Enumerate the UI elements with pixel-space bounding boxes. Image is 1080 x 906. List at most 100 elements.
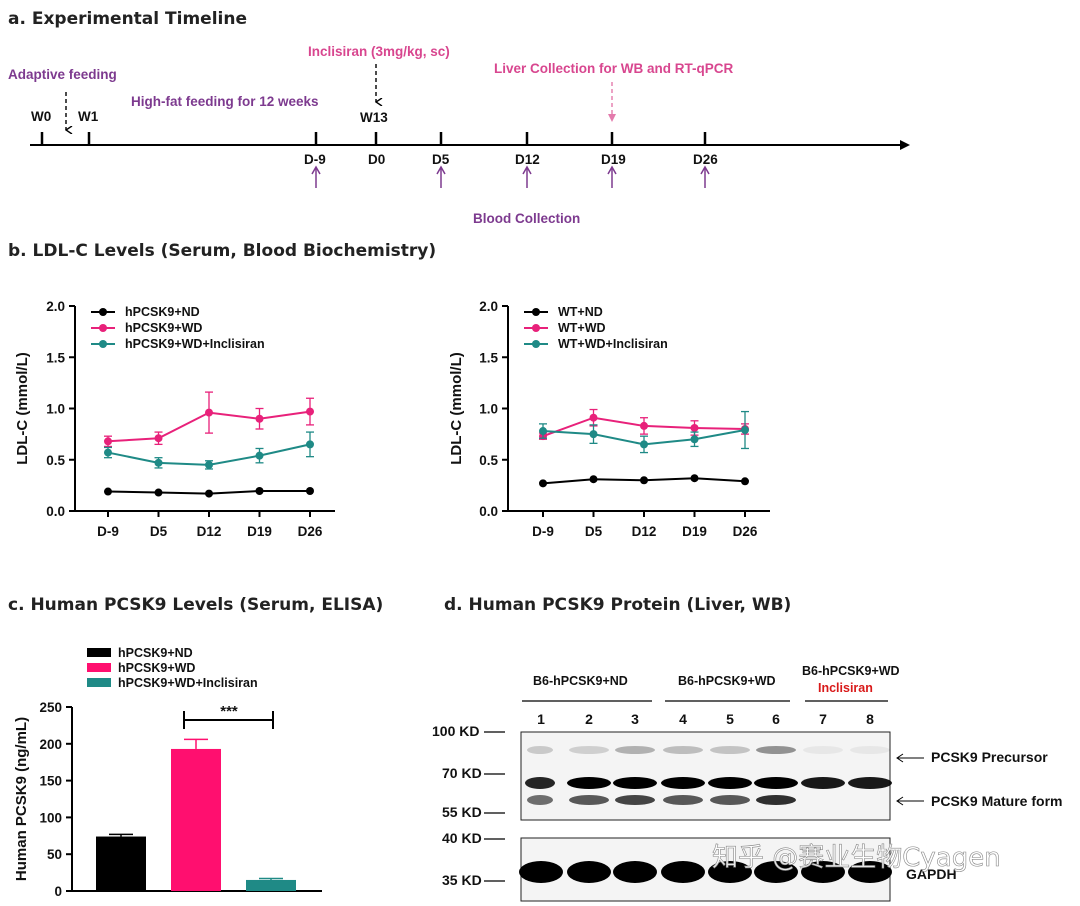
wb-label-precursor: PCSK9 Precursor (931, 749, 1048, 765)
wb-band-mature (756, 795, 796, 805)
ldl-hpcsk9-point (306, 440, 314, 449)
wb-band-gapdh (661, 861, 705, 883)
ldl-hpcsk9-series-1 (104, 391, 314, 448)
wb-marker-55kd: 55 KD (442, 804, 482, 820)
ldl-hpcsk9-point (154, 458, 163, 467)
ldl-wt-legend-marker (532, 308, 540, 316)
wb-band-precursor (756, 746, 796, 754)
ldl-hpcsk9-point (205, 408, 213, 417)
wb-lane-6: 6 (772, 711, 780, 727)
ldl-wt-series-0 (539, 474, 749, 488)
wb-bands-pcsk9 (525, 746, 892, 805)
ldl-hpcsk9-series-0 (104, 487, 314, 498)
wb-band-mature (615, 795, 655, 805)
ldl-hpcsk9-ytick-label: 2.0 (46, 299, 65, 314)
wb-group-inc-line1: B6-hPCSK9+WD (802, 664, 900, 678)
ldl-wt-point (640, 421, 648, 430)
wb-band-precursor (803, 746, 843, 754)
wb-band-70kd (848, 777, 892, 789)
wb-band-precursor (663, 746, 703, 754)
ldl-hpcsk9-legend-label: hPCSK9+ND (125, 305, 200, 319)
wb-label-mature: PCSK9 Mature form (931, 793, 1062, 809)
wb-band-gapdh (848, 861, 892, 883)
ldl-hpcsk9-xtick-label: D-9 (97, 524, 119, 539)
wb-band-70kd (801, 777, 845, 789)
ldl-hpcsk9-legend-label: hPCSK9+WD+Inclisiran (125, 337, 265, 351)
ldl-hpcsk9-xtick-label: D5 (150, 524, 168, 539)
ldl-hpcsk9-point (104, 437, 112, 446)
wb-band-mature (710, 795, 750, 805)
ldl-hpcsk9-ytick-label: 0.0 (46, 504, 65, 519)
wb-lane-8: 8 (866, 711, 874, 727)
timeline: W0 W1 W13 Adaptive feeding High-fat feed… (8, 44, 910, 226)
wb-band-70kd (708, 777, 752, 789)
wb-band-gapdh (801, 861, 845, 883)
panel-a-title: a. Experimental Timeline (8, 9, 247, 29)
ldl-wt-point (741, 426, 749, 435)
ldl-wt-point (589, 430, 598, 439)
wb-group-wd: B6-hPCSK9+WD (678, 674, 776, 688)
label-w13: W13 (360, 110, 388, 125)
wb-band-precursor (569, 746, 609, 754)
elisa-bar (246, 879, 296, 891)
ldl-wt-point (589, 475, 598, 484)
wb-band-70kd (567, 777, 611, 789)
label-d-9: D-9 (304, 152, 326, 167)
label-liver-collection: Liver Collection for WB and RT-qPCR (494, 61, 734, 76)
ldl-hpcsk9-point (104, 487, 112, 496)
ldl-wt-y-label: LDL-C (mmol/L) (448, 352, 465, 464)
elisa-bar (171, 748, 221, 891)
wb-band-precursor (615, 746, 655, 754)
wb-band-mature (663, 795, 703, 805)
ldl-hpcsk9-point (205, 489, 213, 498)
timeline-arrowhead (900, 140, 910, 150)
wb-bands-gapdh (519, 861, 892, 883)
wb-marker-40kd: 40 KD (442, 830, 482, 846)
ldl-hpcsk9-point (205, 460, 213, 469)
wb-lane-3: 3 (631, 711, 639, 727)
ldl-hpcsk9-legend-marker (99, 340, 107, 348)
wb-group-nd: B6-hPCSK9+ND (533, 674, 628, 688)
ldl-hpcsk9-point (154, 434, 163, 443)
ldl-hpcsk9-ytick-label: 1.0 (46, 402, 65, 417)
label-d19: D19 (601, 152, 626, 167)
ldl-hpcsk9-point (255, 451, 264, 460)
ldl-hpcsk9-point (306, 407, 314, 416)
ldl-wt-legend-label: WT+ND (558, 305, 603, 319)
ldl-wt-ytick-label: 0.5 (479, 453, 498, 468)
elisa-ytick-label: 50 (47, 847, 62, 862)
wb-band-precursor (710, 746, 750, 754)
panel-b-title: b. LDL-C Levels (Serum, Blood Biochemist… (8, 241, 436, 261)
label-w0: W0 (31, 109, 51, 124)
wb-band-70kd (613, 777, 657, 789)
elisa-legend-swatch (87, 648, 111, 657)
wb-band-mature (569, 795, 609, 805)
wb-band-gapdh (519, 861, 563, 883)
ldl-hpcsk9-ytick-label: 0.5 (46, 453, 65, 468)
ldl-wt-point (539, 427, 547, 436)
ldl-wt-point (741, 477, 749, 486)
elisa-ytick-label: 200 (39, 737, 62, 752)
ldl-hpcsk9-series-2 (104, 431, 314, 470)
wb-group-inc-line2: Inclisiran (818, 681, 873, 695)
elisa-ytick-label: 0 (54, 884, 62, 899)
elisa-legend-swatch (87, 678, 111, 687)
ldl-hpcsk9-legend-label: hPCSK9+WD (125, 321, 202, 335)
wb-band-70kd (754, 777, 798, 789)
wb-band-gapdh (754, 861, 798, 883)
wb-band-gapdh (567, 861, 611, 883)
label-d5: D5 (432, 152, 450, 167)
wb-band-precursor (850, 746, 890, 754)
elisa-legend-label: hPCSK9+WD (118, 661, 195, 675)
wb-marker-ticks (484, 731, 505, 882)
blood-collection-arrows (311, 165, 710, 188)
elisa-ytick-label: 250 (39, 700, 62, 715)
ldl-hpcsk9-point (255, 414, 264, 423)
liver-arrow (608, 82, 616, 122)
ldl-wt-legend-marker (532, 324, 540, 332)
label-w1: W1 (78, 109, 99, 124)
ldl-hpcsk9-xtick-label: D12 (197, 524, 222, 539)
ldl-hpcsk9-legend-marker (99, 324, 107, 332)
panel-c-title: c. Human PCSK9 Levels (Serum, ELISA) (8, 595, 383, 615)
ldl-wt-legend-label: WT+WD (558, 321, 606, 335)
